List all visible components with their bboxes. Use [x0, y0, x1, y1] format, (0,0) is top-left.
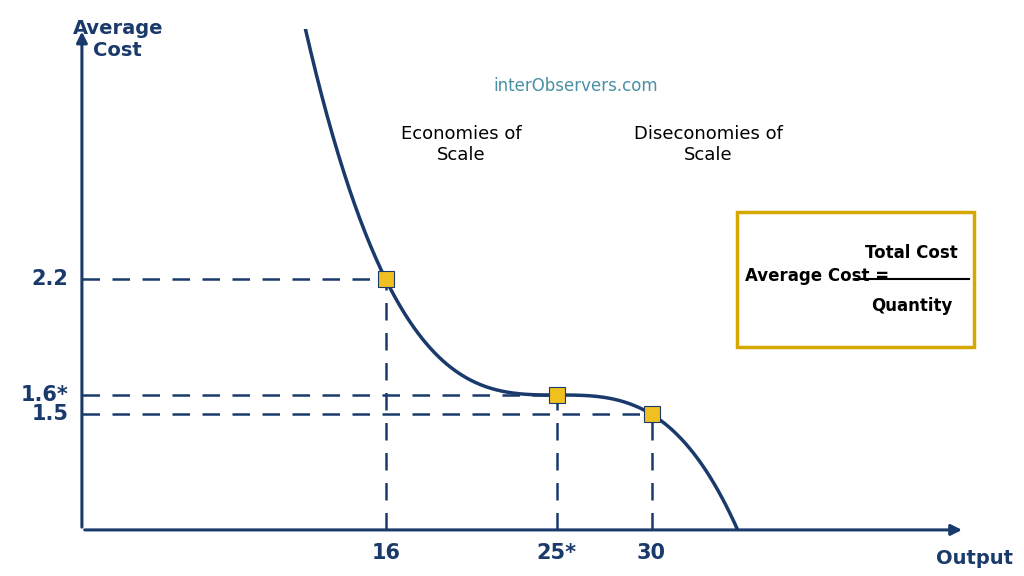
- Text: Average Cost =: Average Cost =: [744, 267, 889, 285]
- Text: 30: 30: [637, 543, 666, 563]
- Text: 2.2: 2.2: [32, 270, 69, 289]
- FancyBboxPatch shape: [737, 212, 974, 347]
- Text: Total Cost: Total Cost: [865, 244, 958, 262]
- Text: 1.6*: 1.6*: [20, 385, 69, 405]
- Text: Quantity: Quantity: [871, 297, 952, 314]
- Text: Output: Output: [936, 549, 1013, 568]
- Text: Average
Cost: Average Cost: [73, 19, 163, 60]
- Text: 16: 16: [372, 543, 400, 563]
- Text: Diseconomies of
Scale: Diseconomies of Scale: [634, 125, 783, 164]
- Text: interObservers.com: interObservers.com: [494, 77, 657, 95]
- Text: Economies of
Scale: Economies of Scale: [401, 125, 522, 164]
- Text: 25*: 25*: [537, 543, 577, 563]
- Text: 1.5: 1.5: [32, 404, 69, 425]
